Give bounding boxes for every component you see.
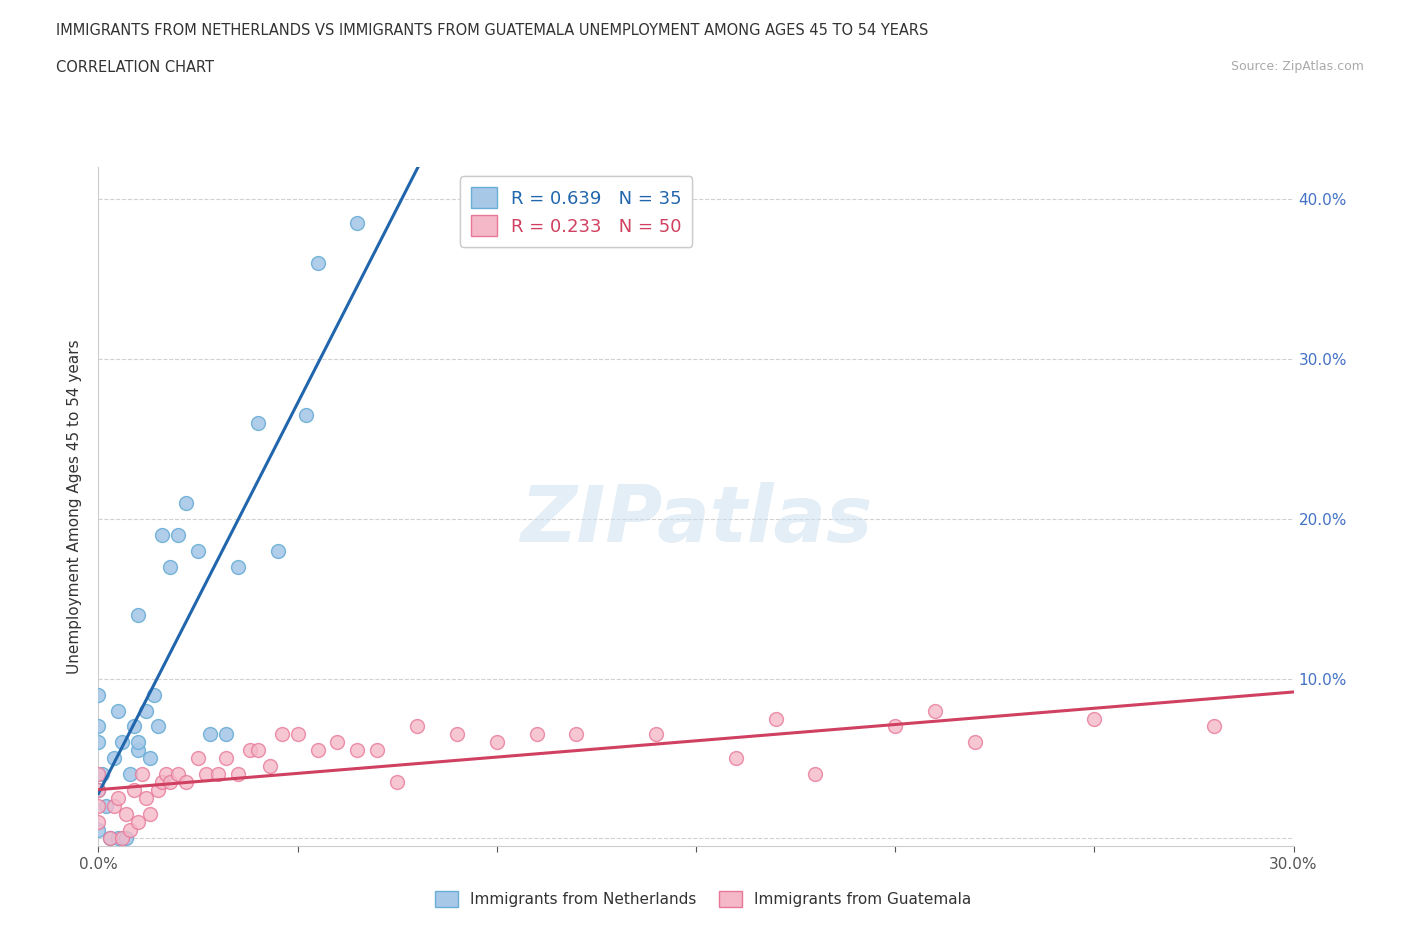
Y-axis label: Unemployment Among Ages 45 to 54 years: Unemployment Among Ages 45 to 54 years xyxy=(67,339,83,674)
Point xyxy=(267,543,290,558)
Point xyxy=(115,807,138,822)
Point xyxy=(100,830,122,845)
Point xyxy=(259,759,281,774)
Point xyxy=(287,727,309,742)
Point xyxy=(127,743,149,758)
Point xyxy=(155,767,177,782)
Point xyxy=(174,496,197,511)
Point xyxy=(139,751,162,766)
Point xyxy=(124,719,146,734)
Point xyxy=(565,727,588,742)
Point xyxy=(124,783,146,798)
Point xyxy=(270,727,292,742)
Legend: R = 0.639   N = 35, R = 0.233   N = 50: R = 0.639 N = 35, R = 0.233 N = 50 xyxy=(460,177,693,247)
Point xyxy=(226,767,249,782)
Point xyxy=(87,783,110,798)
Point xyxy=(307,256,329,271)
Text: IMMIGRANTS FROM NETHERLANDS VS IMMIGRANTS FROM GUATEMALA UNEMPLOYMENT AMONG AGES: IMMIGRANTS FROM NETHERLANDS VS IMMIGRANT… xyxy=(56,23,928,38)
Point xyxy=(385,775,409,790)
Point xyxy=(107,790,129,805)
Point xyxy=(87,767,110,782)
Point xyxy=(765,711,787,726)
Point xyxy=(294,407,316,422)
Point xyxy=(107,703,129,718)
Point xyxy=(1083,711,1105,726)
Point xyxy=(485,735,508,750)
Point xyxy=(143,687,166,702)
Point xyxy=(150,527,173,542)
Point xyxy=(215,751,238,766)
Point xyxy=(120,823,142,838)
Point xyxy=(187,751,209,766)
Point xyxy=(87,823,110,838)
Point xyxy=(111,735,134,750)
Point xyxy=(87,719,110,734)
Point xyxy=(127,735,149,750)
Point xyxy=(526,727,548,742)
Point xyxy=(103,799,125,814)
Point xyxy=(150,775,173,790)
Point xyxy=(87,687,110,702)
Point xyxy=(963,735,986,750)
Point xyxy=(366,743,388,758)
Point xyxy=(120,767,142,782)
Point xyxy=(167,527,190,542)
Text: Source: ZipAtlas.com: Source: ZipAtlas.com xyxy=(1230,60,1364,73)
Point xyxy=(159,775,181,790)
Point xyxy=(167,767,190,782)
Point xyxy=(246,416,269,431)
Point xyxy=(139,807,162,822)
Point xyxy=(207,767,229,782)
Point xyxy=(226,559,249,574)
Point xyxy=(100,830,122,845)
Point xyxy=(724,751,747,766)
Point xyxy=(87,799,110,814)
Point xyxy=(131,767,153,782)
Point xyxy=(127,607,149,622)
Point xyxy=(111,830,134,845)
Point xyxy=(307,743,329,758)
Point xyxy=(148,719,170,734)
Point xyxy=(215,727,238,742)
Point xyxy=(804,767,827,782)
Point xyxy=(135,703,157,718)
Point xyxy=(406,719,429,734)
Point xyxy=(135,790,157,805)
Text: ZIPatlas: ZIPatlas xyxy=(520,483,872,558)
Point xyxy=(127,815,149,830)
Point xyxy=(198,727,221,742)
Point xyxy=(1202,719,1225,734)
Point xyxy=(884,719,907,734)
Point xyxy=(87,815,110,830)
Point xyxy=(115,830,138,845)
Point xyxy=(239,743,262,758)
Legend: Immigrants from Netherlands, Immigrants from Guatemala: Immigrants from Netherlands, Immigrants … xyxy=(429,884,977,913)
Point xyxy=(924,703,946,718)
Point xyxy=(103,751,125,766)
Point xyxy=(187,543,209,558)
Point xyxy=(346,216,368,231)
Point xyxy=(148,783,170,798)
Point xyxy=(159,559,181,574)
Text: CORRELATION CHART: CORRELATION CHART xyxy=(56,60,214,75)
Point xyxy=(174,775,197,790)
Point xyxy=(107,830,129,845)
Point xyxy=(645,727,668,742)
Point xyxy=(346,743,368,758)
Point xyxy=(446,727,468,742)
Point xyxy=(326,735,349,750)
Point xyxy=(87,783,110,798)
Point xyxy=(195,767,218,782)
Point xyxy=(246,743,269,758)
Point xyxy=(96,799,118,814)
Point xyxy=(91,767,114,782)
Point xyxy=(87,735,110,750)
